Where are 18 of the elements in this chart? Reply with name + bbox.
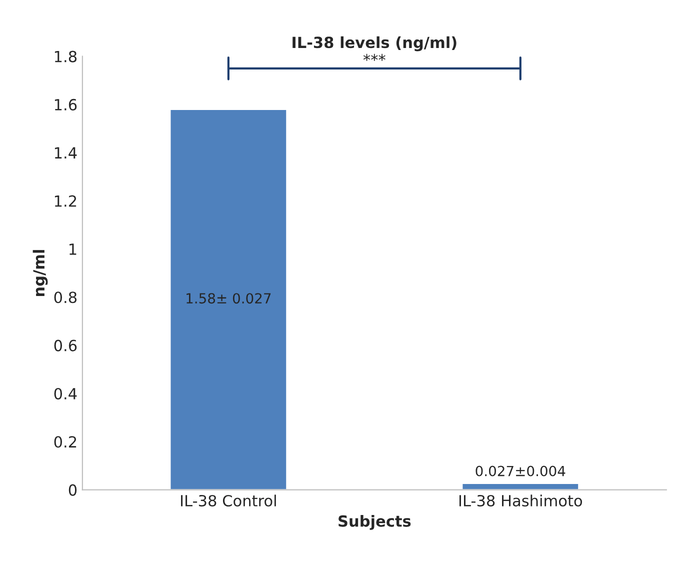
x-tick-label: IL-38 Hashimoto bbox=[459, 494, 582, 506]
y-tick-label: 0.4 bbox=[54, 388, 77, 400]
y-axis-title: ng/ml bbox=[32, 250, 48, 296]
chart-title: IL-38 levels (ng/ml) bbox=[292, 36, 456, 52]
y-tick-label: 1.6 bbox=[54, 98, 77, 110]
y-tick-label: 0 bbox=[68, 484, 77, 496]
x-tick-label: IL-38 Control bbox=[181, 494, 276, 506]
y-tick-label: 1.2 bbox=[54, 195, 76, 207]
data-label: 0.027±0.004 bbox=[476, 466, 566, 476]
y-tick-label: 0.8 bbox=[54, 292, 77, 304]
data-label: 1.58± 0.027 bbox=[186, 293, 271, 304]
annotation: *** bbox=[363, 54, 386, 61]
y-tick-label: 1.4 bbox=[54, 147, 77, 158]
y-tick-label: 0.2 bbox=[54, 436, 76, 448]
y-tick-label: 1.8 bbox=[54, 50, 77, 62]
y-tick-label: 0.6 bbox=[54, 340, 77, 352]
y-tick-label: 1 bbox=[70, 244, 76, 255]
x-axis-title: Subjects bbox=[338, 515, 411, 530]
